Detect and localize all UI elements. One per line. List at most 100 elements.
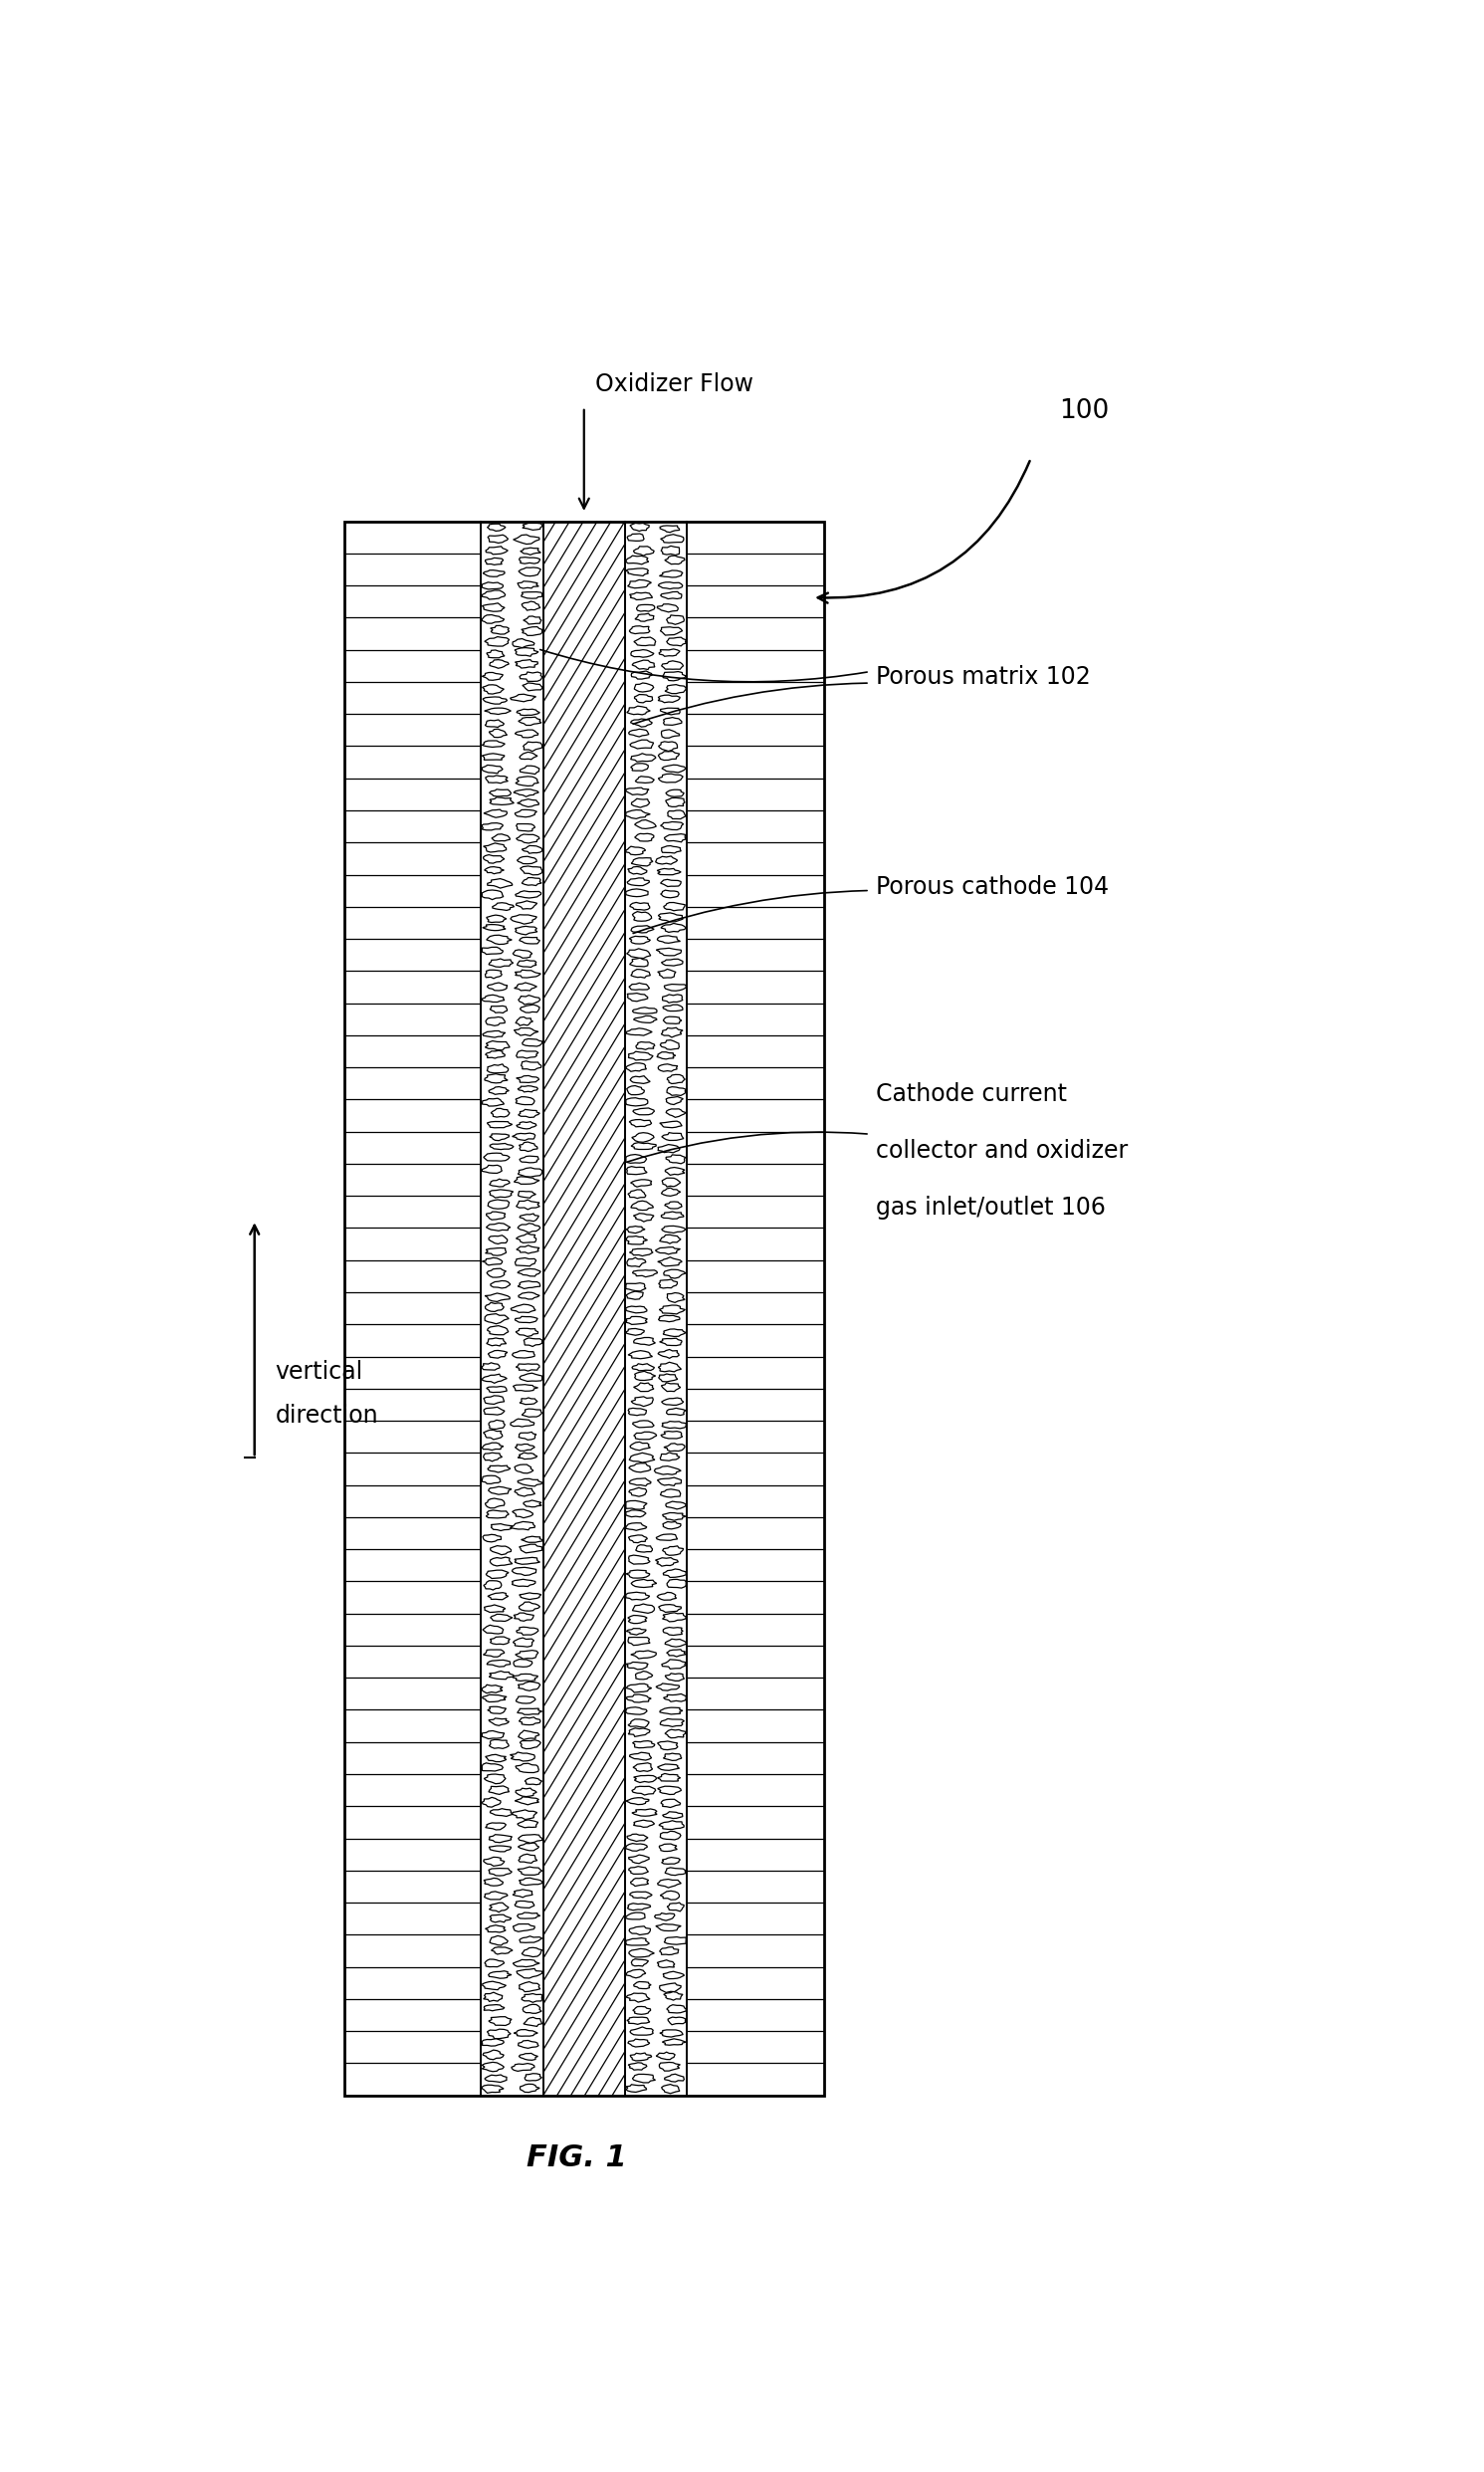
Text: Porous matrix 102: Porous matrix 102: [876, 665, 1091, 690]
Polygon shape: [631, 1879, 649, 1886]
Polygon shape: [485, 1498, 505, 1508]
Polygon shape: [637, 606, 654, 611]
Polygon shape: [519, 1879, 542, 1886]
Polygon shape: [485, 1570, 509, 1580]
Polygon shape: [660, 1891, 680, 1901]
Polygon shape: [626, 811, 650, 818]
Polygon shape: [485, 1960, 505, 1968]
Polygon shape: [626, 556, 649, 564]
Polygon shape: [656, 2052, 675, 2059]
Polygon shape: [657, 1787, 681, 1795]
Polygon shape: [524, 2017, 542, 2027]
Polygon shape: [482, 2062, 505, 2072]
Polygon shape: [663, 672, 686, 680]
Polygon shape: [631, 1580, 656, 1587]
Polygon shape: [660, 925, 686, 932]
Polygon shape: [518, 1478, 542, 1486]
Polygon shape: [629, 984, 650, 989]
Polygon shape: [663, 1523, 681, 1530]
Bar: [481, 522, 543, 2096]
Polygon shape: [515, 1444, 534, 1451]
Text: Cathode current: Cathode current: [876, 1083, 1067, 1105]
Polygon shape: [634, 1337, 656, 1345]
Polygon shape: [626, 1708, 647, 1716]
Polygon shape: [666, 1649, 686, 1656]
Polygon shape: [634, 546, 654, 556]
Polygon shape: [632, 1132, 654, 1142]
Polygon shape: [665, 984, 686, 991]
Polygon shape: [518, 569, 540, 576]
Polygon shape: [516, 1234, 536, 1243]
Polygon shape: [632, 2074, 656, 2084]
Polygon shape: [487, 1063, 508, 1073]
Polygon shape: [628, 1535, 647, 1543]
Polygon shape: [518, 1268, 540, 1276]
Polygon shape: [510, 915, 537, 925]
Polygon shape: [482, 2049, 503, 2059]
Bar: [481, 522, 543, 2096]
Polygon shape: [490, 1557, 512, 1565]
Polygon shape: [488, 1419, 505, 1429]
Polygon shape: [665, 1938, 686, 1945]
Polygon shape: [628, 994, 647, 1001]
Polygon shape: [519, 1936, 542, 1943]
Polygon shape: [666, 789, 684, 796]
Polygon shape: [657, 1740, 678, 1750]
Polygon shape: [518, 1280, 540, 1288]
Polygon shape: [515, 1787, 537, 1797]
Polygon shape: [628, 1051, 653, 1060]
Polygon shape: [660, 1122, 683, 1127]
Polygon shape: [628, 878, 650, 885]
Polygon shape: [515, 1763, 539, 1772]
Polygon shape: [634, 1763, 653, 1772]
Polygon shape: [635, 613, 654, 620]
Polygon shape: [629, 1454, 654, 1463]
Polygon shape: [632, 1604, 654, 1614]
Polygon shape: [631, 650, 654, 658]
Polygon shape: [488, 1785, 509, 1795]
Polygon shape: [516, 1075, 539, 1083]
Polygon shape: [518, 1454, 537, 1458]
Polygon shape: [662, 994, 683, 1004]
Polygon shape: [516, 1122, 536, 1130]
Polygon shape: [482, 603, 505, 611]
Polygon shape: [665, 2074, 684, 2081]
Polygon shape: [666, 1409, 686, 1416]
Polygon shape: [482, 616, 505, 623]
Polygon shape: [657, 1145, 680, 1152]
Polygon shape: [660, 546, 680, 556]
Polygon shape: [635, 833, 654, 840]
Polygon shape: [487, 1337, 506, 1345]
Polygon shape: [482, 2039, 505, 2047]
Polygon shape: [662, 2039, 686, 2044]
Polygon shape: [512, 1510, 533, 1518]
Polygon shape: [632, 912, 651, 922]
Polygon shape: [515, 776, 539, 786]
Polygon shape: [666, 798, 684, 806]
Polygon shape: [490, 660, 509, 667]
Polygon shape: [484, 1856, 505, 1866]
Polygon shape: [513, 1659, 533, 1666]
Polygon shape: [524, 1501, 542, 1508]
Polygon shape: [656, 1557, 678, 1567]
Polygon shape: [663, 1627, 683, 1636]
Polygon shape: [482, 764, 503, 774]
Polygon shape: [629, 1555, 650, 1565]
Polygon shape: [519, 1214, 539, 1221]
Bar: [625, 522, 687, 2096]
Polygon shape: [485, 1313, 509, 1325]
Polygon shape: [657, 1258, 683, 1266]
Polygon shape: [659, 1983, 681, 1992]
Polygon shape: [631, 1075, 650, 1083]
Polygon shape: [487, 1510, 509, 1518]
Polygon shape: [513, 789, 539, 796]
Polygon shape: [656, 1246, 680, 1253]
Polygon shape: [519, 1602, 540, 1612]
Polygon shape: [626, 2084, 647, 2091]
Polygon shape: [659, 1374, 678, 1382]
Polygon shape: [487, 650, 505, 658]
Polygon shape: [629, 1463, 651, 1473]
Polygon shape: [629, 1488, 647, 1496]
Polygon shape: [519, 1592, 542, 1599]
Polygon shape: [657, 695, 680, 702]
